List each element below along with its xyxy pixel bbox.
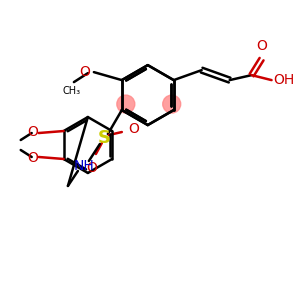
Text: S: S	[98, 129, 110, 147]
Text: O: O	[256, 39, 267, 53]
Circle shape	[163, 95, 181, 113]
Text: O: O	[79, 65, 90, 79]
Text: CH₃: CH₃	[63, 86, 81, 96]
Text: O: O	[27, 125, 38, 139]
Text: O: O	[27, 151, 38, 165]
Text: O: O	[86, 161, 97, 175]
Text: O: O	[128, 122, 139, 136]
Text: NH: NH	[74, 159, 94, 173]
Text: OH: OH	[274, 73, 295, 87]
Circle shape	[117, 95, 135, 113]
